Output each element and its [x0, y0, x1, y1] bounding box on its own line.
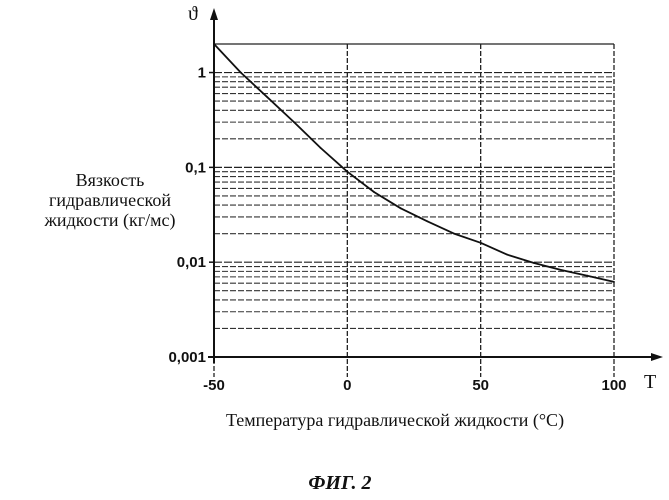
- axes: [208, 8, 663, 363]
- y-axis-label: Вязкость гидравлической жидкости (кг/мс): [20, 170, 200, 230]
- x-axis-symbol: T: [644, 371, 656, 393]
- y-axis-symbol: ϑ: [188, 3, 198, 25]
- y-tick-label: 0,001: [168, 349, 206, 366]
- data-point: [213, 43, 215, 45]
- x-axis-arrow: [651, 353, 663, 361]
- data-point: [453, 233, 455, 235]
- data-point: [240, 72, 242, 74]
- y-tick-label: 1: [198, 65, 206, 82]
- tick-labels: 0,0010,010,11-50050100: [168, 65, 626, 394]
- x-tick-label: 50: [472, 377, 489, 394]
- grid: [214, 44, 614, 377]
- y-axis-arrow: [210, 8, 218, 20]
- data-point: [293, 121, 295, 123]
- viscosity-curve: [214, 44, 614, 282]
- series: [213, 43, 615, 283]
- data-point: [560, 269, 562, 271]
- data-point: [346, 171, 348, 173]
- x-tick-label: -50: [203, 377, 225, 394]
- data-point: [426, 220, 428, 222]
- data-point: [613, 281, 615, 283]
- data-point: [533, 262, 535, 264]
- data-point: [320, 147, 322, 149]
- data-point: [400, 207, 402, 209]
- figure-caption: ФИГ. 2: [260, 472, 420, 495]
- x-axis-label: Температура гидравлической жидкости (°C): [205, 410, 585, 430]
- x-tick-label: 100: [601, 377, 626, 394]
- x-tick-label: 0: [343, 377, 351, 394]
- data-point: [480, 242, 482, 244]
- data-point: [506, 254, 508, 256]
- y-tick-label: 0,01: [177, 254, 206, 271]
- data-point: [373, 191, 375, 193]
- data-point: [266, 96, 268, 98]
- data-point: [586, 275, 588, 277]
